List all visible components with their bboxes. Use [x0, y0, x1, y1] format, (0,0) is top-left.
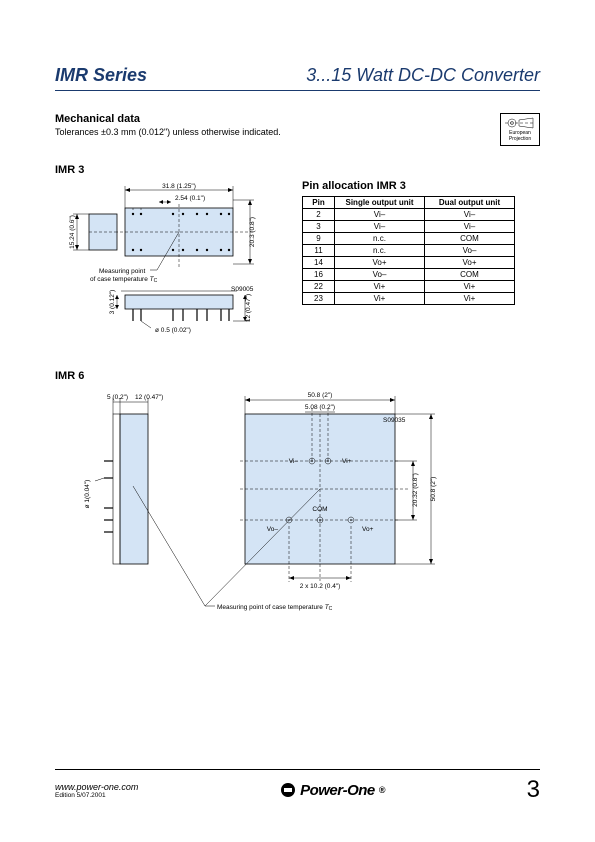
- dim-height-left: 15.24 (0.6"): [69, 215, 76, 249]
- dim-bottom-w: 2 x 10.2 (0.4"): [300, 583, 341, 590]
- table-cell: Vi–: [335, 221, 425, 233]
- dim-height-right: 20.3 (0.8"): [249, 217, 256, 247]
- table-cell: 22: [303, 281, 335, 293]
- pin-table-block: Pin allocation IMR 3 Pin Single output u…: [302, 180, 515, 305]
- table-cell: n.c.: [335, 233, 425, 245]
- table-cell: Vi–: [425, 221, 515, 233]
- page-footer: www.power-one.com Edition 5/07.2001 Powe…: [55, 769, 540, 804]
- pin-table: Pin Single output unit Dual output unit …: [302, 196, 515, 305]
- dim-top-w: 50.8 (2"): [308, 392, 333, 399]
- table-cell: COM: [425, 233, 515, 245]
- table-cell: n.c.: [335, 245, 425, 257]
- col-dual: Dual output unit: [425, 197, 515, 209]
- table-cell: Vo+: [335, 257, 425, 269]
- table-cell: Vo–: [425, 245, 515, 257]
- footer-url: www.power-one.com: [55, 782, 138, 792]
- table-cell: Vi+: [425, 293, 515, 305]
- mechanical-text: Mechanical data Tolerances ±0.3 mm (0.01…: [55, 113, 281, 137]
- table-cell: Vi–: [425, 209, 515, 221]
- dim-pin-dia: ø 0.5 (0.02"): [155, 327, 191, 334]
- table-cell: Vi+: [335, 293, 425, 305]
- table-cell: Vo+: [425, 257, 515, 269]
- table-cell: 3: [303, 221, 335, 233]
- pin-table-heading: Pin allocation IMR 3: [302, 180, 515, 192]
- logo-icon: [280, 782, 296, 798]
- imr3-label: IMR 3: [55, 164, 540, 176]
- table-cell: 2: [303, 209, 335, 221]
- imr6-note: Measuring point of case temperature TC: [217, 604, 333, 612]
- col-single: Single output unit: [335, 197, 425, 209]
- label-com: COM: [312, 506, 327, 513]
- code-imr6: S09035: [383, 417, 406, 424]
- dim-pitch: 2.54 (0.1"): [175, 195, 205, 202]
- table-cell: 23: [303, 293, 335, 305]
- page-header: IMR Series 3...15 Watt DC-DC Converter: [55, 65, 540, 91]
- projection-icon: [505, 117, 535, 129]
- col-pin: Pin: [303, 197, 335, 209]
- imr6-diagram: 5 (0.2") 12 (0.47") ø 1(0.04") S09035 50…: [55, 386, 540, 636]
- imr6-label: IMR 6: [55, 370, 540, 382]
- dim-side-h: 3 (0.12"): [109, 290, 116, 315]
- footer-left: www.power-one.com Edition 5/07.2001: [55, 782, 138, 799]
- table-cell: Vi+: [335, 281, 425, 293]
- label-vo-plus: Vo+: [362, 526, 374, 533]
- note-line1: Measuring point: [99, 268, 145, 275]
- footer-logo: Power-One®: [280, 782, 385, 799]
- footer-logo-text: Power-One: [300, 782, 375, 799]
- table-cell: Vi–: [335, 209, 425, 221]
- mechanical-row: Mechanical data Tolerances ±0.3 mm (0.01…: [55, 113, 540, 146]
- table-cell: 14: [303, 257, 335, 269]
- dim-width-top: 31.8 (1.25"): [162, 183, 196, 190]
- imr3-row: 31.8 (1.25") 2.54 (0.1"): [55, 180, 540, 360]
- dim-side-gap: 5 (0.2"): [107, 394, 128, 401]
- table-cell: COM: [425, 269, 515, 281]
- dim-right-h1: 20.32 (0.8"): [412, 473, 419, 507]
- table-cell: 11: [303, 245, 335, 257]
- table-cell: 16: [303, 269, 335, 281]
- table-cell: Vo–: [335, 269, 425, 281]
- table-cell: 9: [303, 233, 335, 245]
- dim-side-depth: 12 (0.47"): [135, 394, 163, 401]
- projection-label-2: Projection: [509, 137, 531, 143]
- mechanical-heading: Mechanical data: [55, 113, 281, 125]
- series-title: IMR Series: [55, 65, 147, 86]
- footer-edition: Edition 5/07.2001: [55, 792, 138, 799]
- imr3-diagram: 31.8 (1.25") 2.54 (0.1"): [55, 180, 280, 360]
- dim-inner-w: 5.08 (0.2"): [305, 404, 335, 411]
- dim-pin-dia6: ø 1(0.04"): [84, 480, 91, 509]
- table-cell: Vi+: [425, 281, 515, 293]
- dim-right-h2: 50.8 (2"): [430, 477, 437, 502]
- code-imr3: S09005: [231, 286, 254, 293]
- note-line2: of case temperature TC: [90, 276, 158, 284]
- mechanical-tolerance: Tolerances ±0.3 mm (0.012") unless other…: [55, 127, 281, 137]
- footer-page: 3: [527, 776, 540, 804]
- product-title: 3...15 Watt DC-DC Converter: [306, 65, 540, 86]
- label-vi-minus: Vi–: [289, 458, 299, 465]
- projection-box: European Projection: [500, 113, 540, 146]
- label-vo-minus: Vo–: [267, 526, 279, 533]
- label-vi-plus: Vi+: [342, 458, 352, 465]
